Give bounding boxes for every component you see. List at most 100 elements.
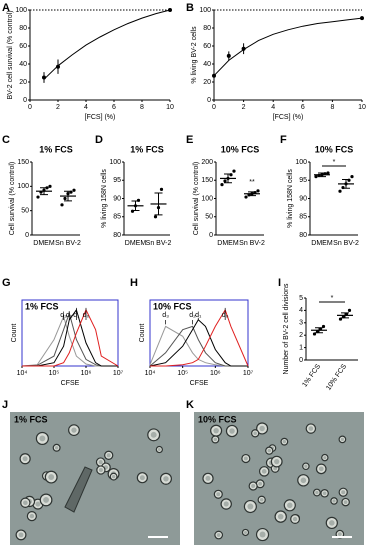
data-point [244,195,248,199]
cell-core [318,466,324,472]
x-tick-label: Sn BV-2 [146,240,172,247]
y-tick-label: 0 [207,97,211,104]
cell-core [323,456,327,460]
cell-core [251,483,256,488]
y-axis-label: % living 158N cells [287,169,294,228]
y-tick-label: 100 [201,195,213,202]
y-tick-label: 100 [109,159,121,166]
cell-core [259,425,265,432]
data-point [241,46,246,51]
y-tick-label: 0 [299,357,303,364]
data-point [226,53,231,58]
peak-label: d₀ [83,312,90,319]
cell-core [337,532,342,537]
panel-letter: K [186,399,194,411]
data-point [338,189,342,193]
cell-core [329,520,335,526]
cell-core [23,500,28,506]
y-axis-label: % living 158N cells [101,169,108,228]
y-axis-label: Number of BV-2 cell divisions [283,283,290,375]
histogram-line [150,308,249,367]
panel-letter: I [278,277,281,289]
y-tick-label: 95 [113,177,121,184]
y-tick-label: 150 [17,159,29,166]
y-tick-label: 60 [19,43,27,50]
panel-title: 10% FCS [221,144,260,154]
y-tick-label: 100 [199,7,211,14]
x-tick-label: 6 [112,104,116,111]
panel-letter: E [186,134,193,146]
x-tick-label: DMEM [217,240,239,247]
cell-core [223,501,229,507]
cell-core [247,503,254,510]
y-tick-label: 100 [15,7,27,14]
y-tick-label: 2 [299,332,303,339]
x-tick-label: 0 [28,104,32,111]
cell-core [43,497,49,503]
y-axis-label: Count [139,324,146,343]
x-tick-label: 6 [301,104,305,111]
data-point [232,169,236,173]
cell-core [29,513,35,519]
error-bar [131,200,140,212]
data-point [159,187,164,191]
cell-core [213,427,219,434]
error-bar [40,187,48,196]
plot-frame [149,299,249,367]
peak-label: d₁ [195,312,202,319]
x-tick-label: Sn BV-2 [55,240,81,247]
y-tick-label: 3 [299,320,303,327]
histogram-line [21,311,118,367]
panel-title: 1% FCS [130,144,164,154]
x-tick-label: 10⁵ [177,370,188,377]
error-bar [224,173,232,184]
y-tick-label: 150 [201,177,213,184]
cell-core [258,481,263,486]
cell-core [71,427,77,433]
cell-core [106,453,111,458]
y-tick-label: 5 [299,295,303,302]
data-point [42,75,46,80]
panel-letter: A [2,2,10,14]
peak-label: d₂ [66,312,73,319]
cell-core [157,448,161,452]
y-tick-label: 80 [19,25,27,32]
data-point [347,308,352,312]
significance-mark: ** [249,179,255,186]
peak-label: d₀ [222,312,229,319]
x-tick-label: 10⁴ [145,370,156,377]
panel-title: 1% FCS [39,144,73,154]
panel-letter: F [280,134,287,146]
cell-core [22,456,28,462]
cell-core [300,477,307,484]
x-tick-label: 10% FCS [325,363,348,392]
x-tick-label: 10⁵ [49,370,60,377]
histogram-line [149,325,248,367]
y-axis-label: % living BV-2 cells [191,26,198,84]
panel-title: 1% FCS [25,301,59,311]
y-tick-label: 0 [23,97,27,104]
x-tick-label: 10 [166,104,174,111]
panel-letter: C [2,134,10,146]
histogram-line [149,319,248,367]
panel-letter: J [2,399,8,411]
histogram-line [22,308,119,367]
data-point [48,184,52,188]
data-point [350,175,354,179]
cell-core [315,490,319,495]
data-point [212,73,216,78]
data-point [223,179,227,183]
peak-label: d₂ [189,312,196,319]
cell-core [150,431,157,438]
panel-letter: B [186,2,194,14]
error-bar [318,172,326,178]
cell-core [216,492,221,497]
y-tick-label: 50 [21,208,29,215]
cell-core [98,460,103,465]
cell-core [98,467,103,473]
plot-frame [21,299,119,367]
cell-core [277,513,284,520]
cell-core [287,502,293,509]
